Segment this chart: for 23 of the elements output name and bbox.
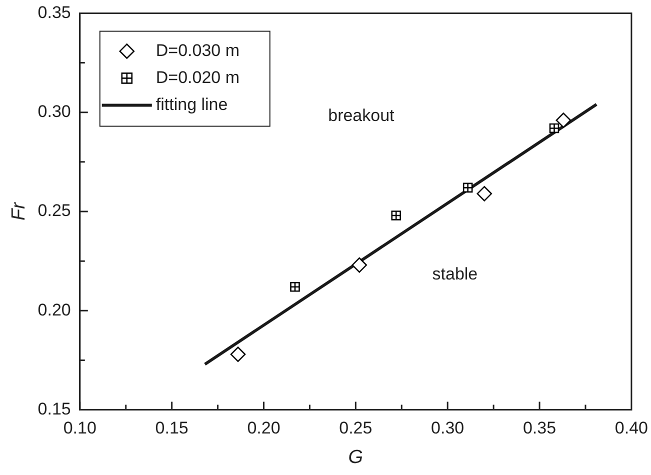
y-tick-label: 0.25 bbox=[38, 201, 71, 220]
x-tick-label: 0.10 bbox=[63, 418, 96, 438]
point bbox=[556, 112, 572, 128]
y-tick-label: 0.30 bbox=[38, 102, 71, 122]
annotation: stable bbox=[432, 264, 478, 284]
legend-label: D=0.030 m bbox=[156, 40, 240, 60]
y-tick-label: 0.35 bbox=[38, 2, 71, 22]
x-tick-label: 0.35 bbox=[522, 418, 556, 438]
x-axis-title: G bbox=[348, 446, 364, 468]
point bbox=[230, 346, 246, 362]
x-tick-label: 0.30 bbox=[431, 418, 464, 438]
x-tick-label: 0.20 bbox=[247, 418, 280, 438]
y-axis-title: Fr bbox=[8, 202, 30, 220]
y-tick-label: 0.20 bbox=[38, 300, 71, 320]
legend-label: fitting line bbox=[156, 94, 228, 114]
annotation: breakout bbox=[328, 106, 395, 126]
point bbox=[352, 257, 367, 273]
y-tick-label: 0.15 bbox=[38, 399, 71, 418]
x-tick-label: 0.40 bbox=[614, 418, 648, 438]
x-tick-label: 0.25 bbox=[339, 418, 372, 438]
x-tick-label: 0.15 bbox=[155, 418, 188, 438]
point bbox=[476, 186, 492, 202]
legend-label: D=0.020 m bbox=[156, 68, 240, 87]
